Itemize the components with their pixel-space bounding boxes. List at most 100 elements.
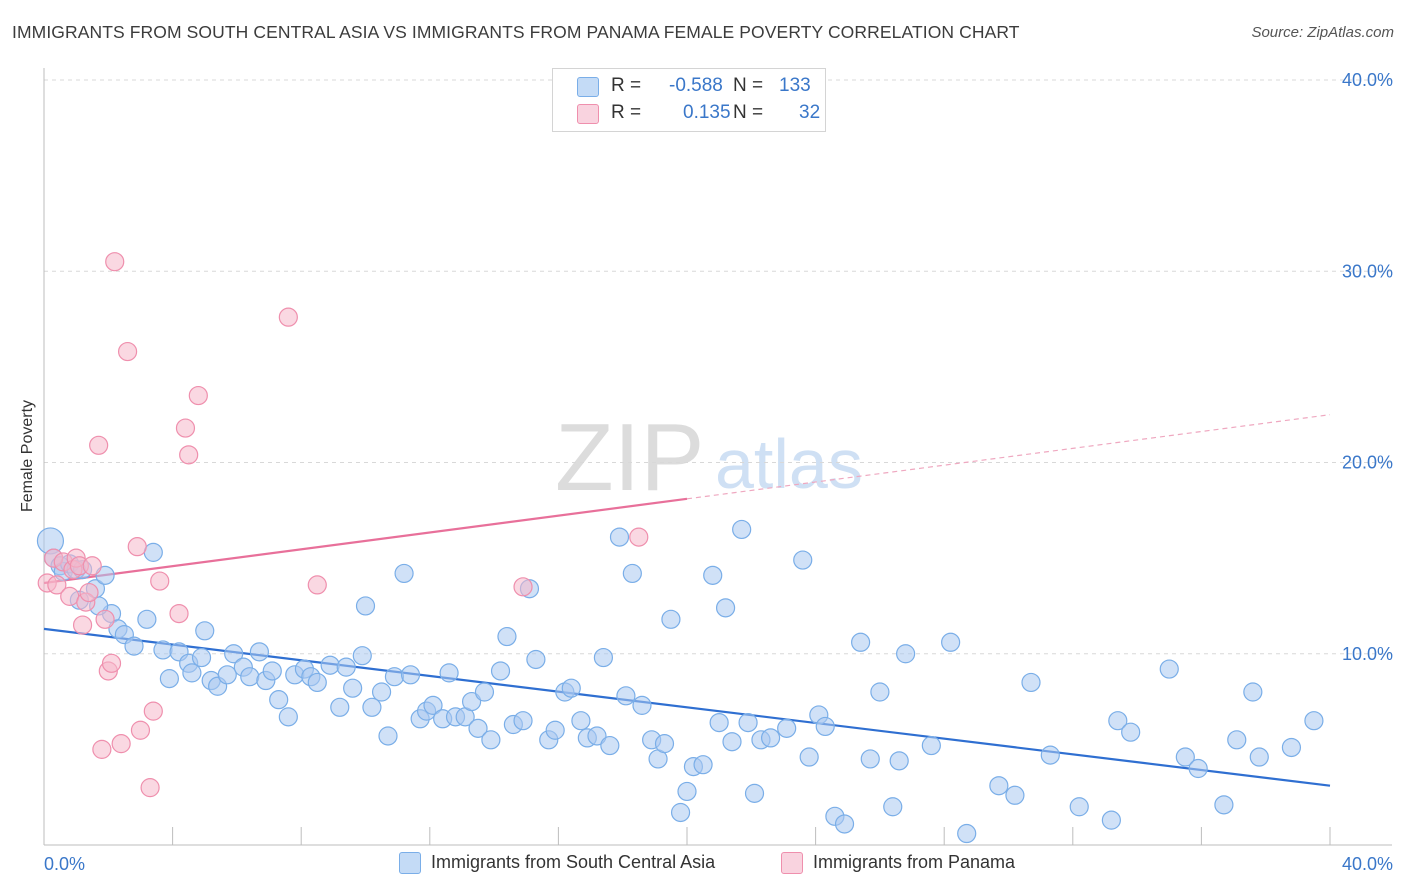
tick-labels: 10.0% 20.0% 30.0% 40.0% 0.0% 40.0% bbox=[44, 70, 1393, 874]
point-south-central-asia bbox=[1175, 747, 1195, 767]
point-south-central-asia bbox=[703, 565, 723, 585]
point-south-central-asia bbox=[195, 621, 215, 641]
point-panama bbox=[175, 418, 196, 438]
point-south-central-asia bbox=[632, 695, 652, 715]
point-south-central-asia bbox=[709, 712, 729, 733]
point-panama bbox=[169, 603, 189, 624]
point-panama bbox=[105, 252, 125, 272]
point-south-central-asia bbox=[217, 665, 237, 685]
series-legend: Immigrants from South Central Asia Immig… bbox=[0, 850, 1406, 878]
point-panama bbox=[127, 537, 147, 557]
point-panama bbox=[92, 739, 112, 759]
point-south-central-asia bbox=[400, 665, 421, 685]
trend-line-panama bbox=[43, 497, 688, 585]
point-south-central-asia bbox=[1243, 682, 1263, 702]
source-label: Source: ZipAtlas.com bbox=[1251, 24, 1394, 41]
r-value: -0.588 bbox=[669, 75, 723, 96]
point-south-central-asia bbox=[249, 642, 270, 662]
point-south-central-asia bbox=[490, 661, 511, 681]
point-panama bbox=[111, 734, 131, 754]
point-south-central-asia bbox=[143, 542, 163, 562]
point-south-central-asia bbox=[394, 563, 414, 584]
point-south-central-asia bbox=[124, 636, 144, 656]
point-south-central-asia bbox=[600, 735, 620, 756]
point-south-central-asia bbox=[182, 663, 202, 683]
x-tick-label: 40.0% bbox=[1342, 854, 1393, 874]
y-tick-label: 40.0% bbox=[1342, 70, 1393, 90]
point-panama bbox=[307, 575, 327, 595]
point-south-central-asia bbox=[677, 781, 697, 802]
stats-legend: R = -0.588 N = 133 R = 0.135 N = 32 bbox=[552, 68, 826, 132]
point-panama bbox=[150, 571, 170, 591]
point-south-central-asia bbox=[330, 697, 350, 717]
point-south-central-asia bbox=[777, 718, 797, 738]
point-south-central-asia bbox=[526, 649, 546, 670]
y-tick-label: 30.0% bbox=[1342, 261, 1393, 281]
legend-swatch-blue bbox=[577, 77, 599, 97]
point-south-central-asia bbox=[461, 691, 482, 712]
point-south-central-asia bbox=[654, 734, 675, 754]
point-panama bbox=[188, 385, 208, 406]
point-panama bbox=[95, 609, 115, 629]
point-panama bbox=[72, 615, 93, 635]
point-south-central-asia bbox=[371, 682, 392, 702]
point-south-central-asia bbox=[474, 682, 495, 702]
point-south-central-asia bbox=[793, 550, 813, 570]
chart-title: IMMIGRANTS FROM SOUTH CENTRAL ASIA VS IM… bbox=[12, 22, 1020, 42]
n-value: 133 bbox=[779, 75, 811, 96]
n-label: N = bbox=[733, 75, 764, 96]
point-south-central-asia bbox=[722, 732, 742, 752]
point-south-central-asia bbox=[439, 663, 459, 683]
point-south-central-asia bbox=[278, 707, 298, 727]
point-south-central-asia bbox=[693, 755, 713, 775]
point-south-central-asia bbox=[240, 667, 260, 687]
point-south-central-asia bbox=[889, 751, 909, 771]
point-panama bbox=[143, 701, 163, 721]
point-south-central-asia bbox=[1040, 745, 1060, 765]
point-south-central-asia bbox=[1021, 672, 1041, 693]
point-south-central-asia bbox=[352, 646, 372, 666]
point-south-central-asia bbox=[224, 644, 244, 664]
legend-swatch-pink bbox=[577, 104, 599, 124]
point-panama bbox=[82, 556, 102, 576]
watermark-zip: ZIP bbox=[555, 404, 704, 511]
legend-swatch-blue bbox=[399, 852, 421, 874]
point-south-central-asia bbox=[989, 776, 1009, 796]
y-tick-label: 10.0% bbox=[1342, 644, 1393, 664]
point-south-central-asia bbox=[571, 711, 591, 731]
legend-swatch-pink bbox=[781, 852, 803, 874]
point-south-central-asia bbox=[137, 609, 157, 629]
point-south-central-asia bbox=[834, 814, 855, 834]
point-south-central-asia bbox=[1121, 722, 1141, 742]
point-south-central-asia bbox=[616, 686, 636, 706]
point-south-central-asia bbox=[320, 655, 340, 675]
point-south-central-asia bbox=[343, 678, 363, 698]
point-panama bbox=[60, 586, 80, 606]
point-south-central-asia bbox=[384, 667, 405, 687]
point-panama bbox=[513, 577, 533, 597]
trend-line-extension-panama bbox=[686, 414, 1331, 500]
y-tick-label: 20.0% bbox=[1342, 453, 1393, 473]
point-south-central-asia bbox=[497, 626, 517, 647]
point-south-central-asia bbox=[468, 718, 488, 738]
point-south-central-asia bbox=[921, 735, 941, 756]
point-south-central-asia bbox=[1304, 711, 1324, 731]
point-panama bbox=[47, 575, 67, 595]
point-south-central-asia bbox=[1101, 810, 1121, 830]
point-south-central-asia bbox=[159, 669, 179, 689]
point-south-central-asia bbox=[670, 802, 691, 823]
point-south-central-asia bbox=[732, 519, 752, 540]
x-tick-label: 0.0% bbox=[44, 854, 85, 874]
point-panama bbox=[278, 307, 298, 327]
watermark-atlas: atlas bbox=[715, 425, 863, 503]
point-south-central-asia bbox=[609, 527, 630, 547]
point-panama bbox=[130, 720, 151, 740]
r-label: R = bbox=[611, 102, 642, 123]
point-south-central-asia bbox=[622, 563, 642, 584]
point-panama bbox=[101, 653, 122, 673]
watermark: ZIP atlas bbox=[555, 404, 863, 511]
point-south-central-asia bbox=[883, 797, 903, 817]
data-points bbox=[36, 252, 1324, 844]
point-panama bbox=[89, 435, 109, 455]
